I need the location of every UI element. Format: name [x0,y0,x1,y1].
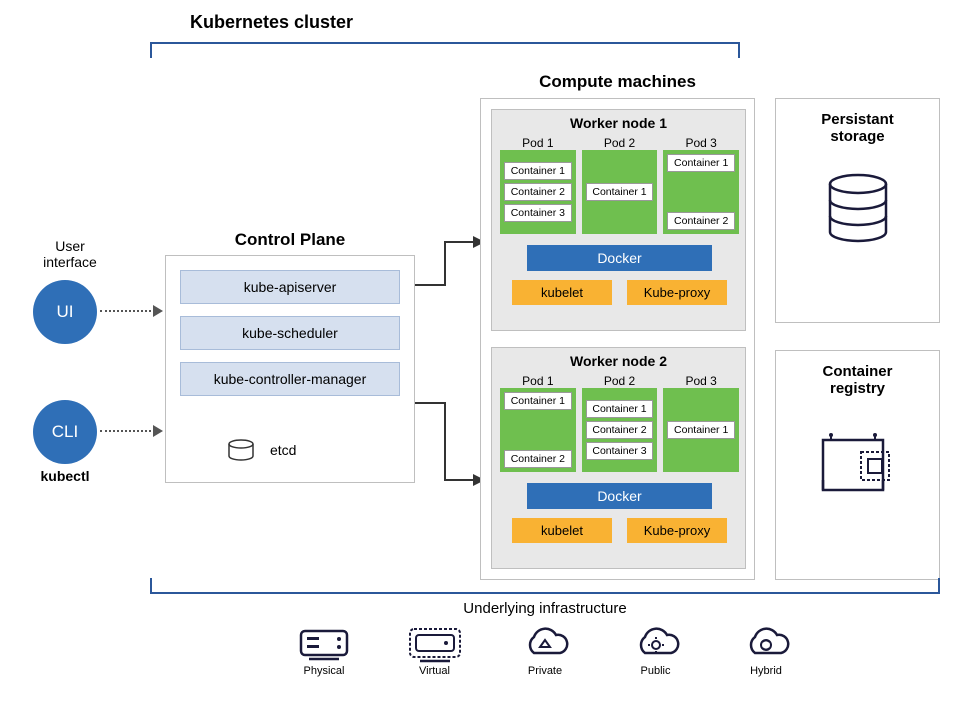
infra-physical-label: Physical [295,665,353,677]
w2-p3-c1: Container 1 [667,421,735,439]
infra-virtual-label: Virtual [406,665,464,677]
w2-pod1-label: Pod 1 [500,374,576,388]
dotted-cli-to-cp [100,430,155,432]
etcd-row: etcd [226,439,296,461]
w2-kubeproxy: Kube-proxy [627,518,727,543]
w1-pod2-label: Pod 2 [582,136,658,150]
private-cloud-icon [516,625,574,665]
ui-circle: UI [33,280,97,344]
storage-icon [818,170,898,250]
public-cloud-icon [627,625,685,665]
w2-pod3-label: Pod 3 [663,374,739,388]
w2-p2-c2: Container 2 [586,421,654,439]
w1-pod1-label: Pod 1 [500,136,576,150]
worker-node-1: Worker node 1 Pod 1 Container 1 Containe… [491,109,746,331]
w2-pod2: Container 1 Container 2 Container 3 [582,388,658,472]
w2-kubelet: kubelet [512,518,612,543]
w1-pod3: Container 1 Container 2 [663,150,739,234]
control-plane-box: kube-apiserver kube-scheduler kube-contr… [165,255,415,483]
arrow-head-cli [153,425,163,437]
control-plane-title: Control Plane [165,230,415,250]
virtual-server-icon [406,625,464,665]
infra-public: Public [627,625,685,677]
kubectl-label: kubectl [28,468,102,484]
w1-pod3-label: Pod 3 [663,136,739,150]
etcd-label: etcd [270,442,296,458]
infra-hybrid-label: Hybrid [737,665,795,677]
infra-row: Physical Virtual Private Public Hybrid [295,625,795,677]
w1-docker: Docker [527,245,712,271]
container-registry-title: Container registry [776,351,939,397]
arrow-to-worker1 [415,230,485,300]
worker-node-2: Worker node 2 Pod 1 Container 1 Containe… [491,347,746,569]
server-icon [295,625,353,665]
w1-kubelet: kubelet [512,280,612,305]
compute-box: Worker node 1 Pod 1 Container 1 Containe… [480,98,755,580]
w2-p1-c1: Container 1 [504,392,572,410]
w2-p2-c3: Container 3 [586,442,654,460]
infra-title: Underlying infrastructure [150,600,940,617]
registry-icon [813,422,903,502]
w1-p1-c1: Container 1 [504,162,572,180]
w1-p2-c1: Container 1 [586,183,654,201]
infra-physical: Physical [295,625,353,677]
w2-p1-c2: Container 2 [504,450,572,468]
hybrid-cloud-icon [737,625,795,665]
w1-pod2: Container 1 [582,150,658,234]
cluster-bracket-top [150,42,740,44]
cp-item-apiserver: kube-apiserver [180,270,400,304]
dotted-ui-to-cp [100,310,155,312]
cp-item-controller-manager: kube-controller-manager [180,362,400,396]
worker1-title: Worker node 1 [492,110,745,131]
compute-title: Compute machines [480,72,755,92]
container-registry-box: Container registry [775,350,940,580]
w1-pod1: Container 1 Container 2 Container 3 [500,150,576,234]
cp-item-scheduler: kube-scheduler [180,316,400,350]
worker2-title: Worker node 2 [492,348,745,369]
w1-p1-c2: Container 2 [504,183,572,201]
w2-p2-c1: Container 1 [586,400,654,418]
user-interface-title: User interface [25,238,115,270]
infra-private: Private [516,625,574,677]
infra-hybrid: Hybrid [737,625,795,677]
persistent-storage-title: Persistant storage [776,99,939,145]
w2-pod1: Container 1 Container 2 [500,388,576,472]
arrow-to-worker2 [415,395,485,495]
w1-p1-c3: Container 3 [504,204,572,222]
cli-circle: CLI [33,400,97,464]
w1-kubeproxy: Kube-proxy [627,280,727,305]
w2-docker: Docker [527,483,712,509]
infra-bracket [150,592,940,594]
w2-pod3: Container 1 [663,388,739,472]
w1-p3-c2: Container 2 [667,212,735,230]
infra-public-label: Public [627,665,685,677]
infra-private-label: Private [516,665,574,677]
w1-p3-c1: Container 1 [667,154,735,172]
arrow-head-ui [153,305,163,317]
cluster-title: Kubernetes cluster [190,12,353,33]
persistent-storage-box: Persistant storage [775,98,940,323]
w2-pod2-label: Pod 2 [582,374,658,388]
database-icon [226,439,256,461]
infra-virtual: Virtual [406,625,464,677]
